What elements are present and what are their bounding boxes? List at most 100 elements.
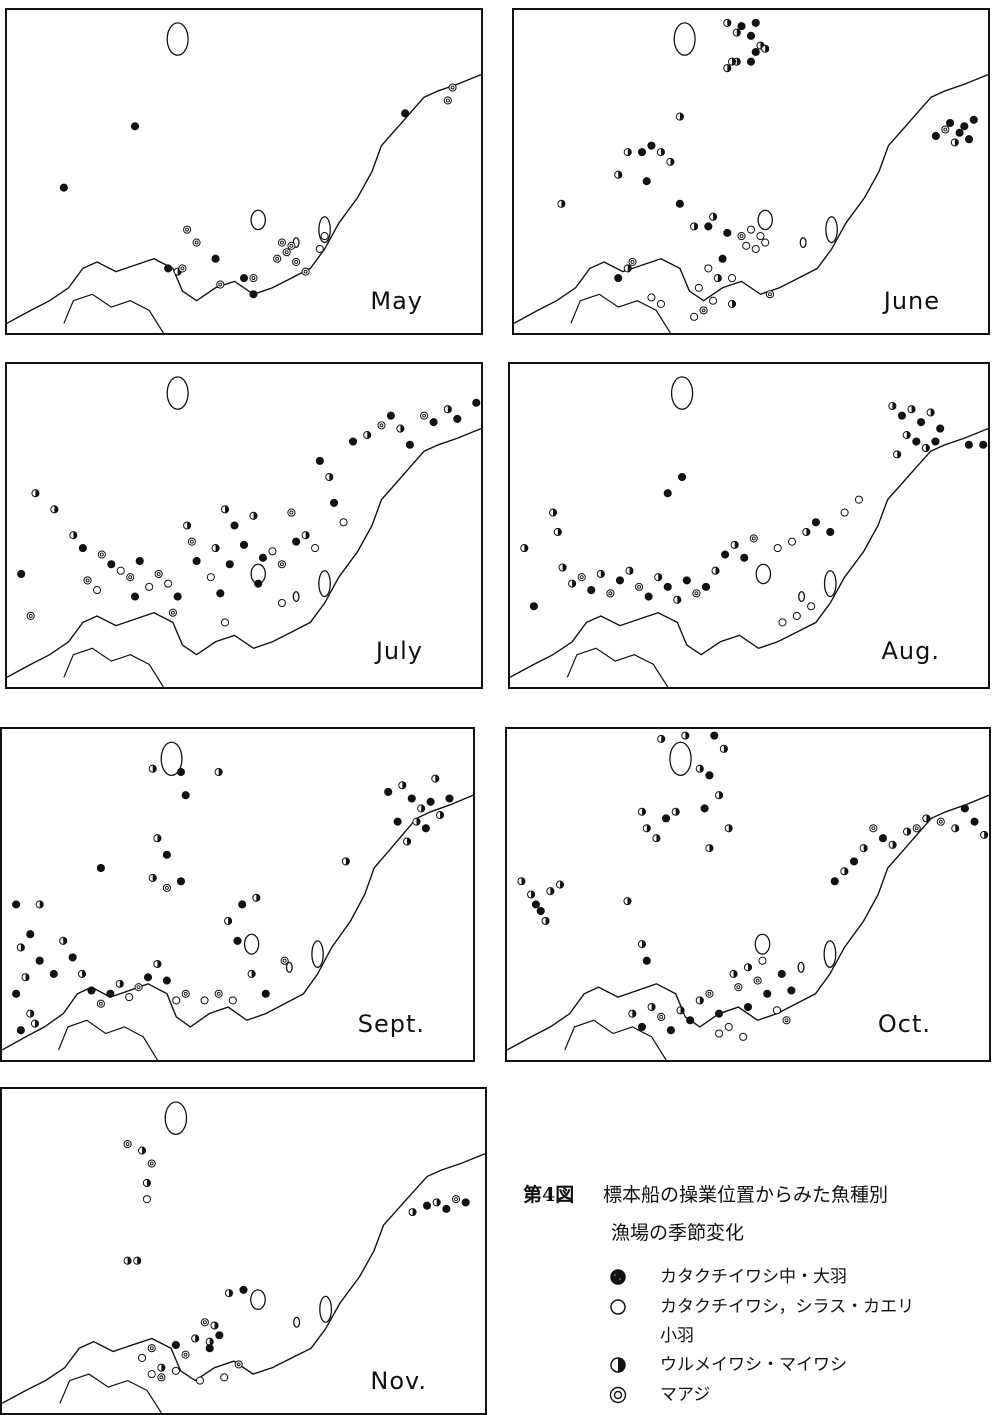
point-round-herring-sardine (396, 424, 405, 433)
point-small-anchovy (220, 618, 230, 627)
point-large-anchovy (239, 274, 249, 283)
point-large-anchovy (666, 1026, 675, 1035)
point-round-herring-sardine (628, 1009, 637, 1018)
point-round-herring-sardine (527, 890, 536, 899)
point-small-anchovy (773, 544, 782, 553)
map-aug (510, 376, 988, 687)
point-round-herring-sardine (623, 148, 632, 157)
island (318, 570, 331, 598)
figure-caption: 第4図 標本船の操業位置からみた魚種別 漁場の季節変化 (523, 1176, 888, 1252)
point-large-anchovy (401, 109, 410, 118)
point-horse-mackerel (200, 1318, 209, 1327)
point-large-anchovy (743, 1002, 753, 1012)
map-panel-may: May (5, 8, 483, 335)
island (311, 940, 324, 968)
legend-item-open: カタクチイワシ，シラス・カエリ (608, 1292, 914, 1322)
point-large-anchovy (249, 290, 258, 299)
point-large-anchovy (239, 540, 249, 549)
island (293, 1316, 301, 1328)
point-small-anchovy (756, 232, 765, 241)
point-round-herring-sardine (115, 979, 124, 988)
point-large-anchovy (811, 518, 820, 527)
point-round-herring-sardine (921, 443, 930, 453)
point-round-herring-sardine (888, 840, 897, 849)
point-large-anchovy (979, 440, 988, 449)
point-horse-mackerel (277, 560, 286, 569)
point-round-herring-sardine (637, 807, 647, 816)
point-horse-mackerel (192, 238, 201, 247)
island (754, 933, 771, 955)
point-round-herring-sardine (705, 844, 714, 853)
point-round-herring-sardine (148, 873, 157, 883)
point-horse-mackerel (941, 125, 950, 134)
point-large-anchovy (960, 804, 969, 813)
point-small-anchovy (746, 225, 756, 234)
map-sept (2, 741, 473, 1060)
point-large-anchovy (536, 906, 545, 916)
island (755, 563, 772, 585)
point-round-herring-sardine (951, 824, 960, 833)
point-horse-mackerel (216, 280, 225, 289)
point-round-herring-sardine (26, 1009, 35, 1018)
point-large-anchovy (661, 814, 671, 823)
point-round-herring-sardine (69, 531, 78, 540)
point-large-anchovy (405, 440, 414, 449)
point-large-anchovy (429, 418, 438, 427)
point-large-anchovy (614, 274, 623, 283)
point-small-anchovy (854, 495, 864, 504)
point-round-herring-sardine (435, 811, 445, 820)
island (319, 1295, 333, 1323)
point-large-anchovy (96, 863, 105, 873)
point-round-herring-sardine (802, 527, 811, 537)
point-large-anchovy (647, 141, 656, 150)
point-large-anchovy (777, 969, 786, 978)
point-large-anchovy (453, 414, 462, 423)
point-large-anchovy (130, 592, 140, 601)
point-large-anchovy (936, 424, 945, 433)
point-round-herring-sardine (732, 28, 741, 37)
point-large-anchovy (106, 989, 115, 998)
point-round-herring-sardine (695, 764, 704, 773)
point-large-anchovy (969, 115, 978, 124)
point-large-anchovy (964, 135, 974, 144)
map-panel-june: June (512, 8, 990, 335)
point-large-anchovy (663, 489, 672, 498)
point-large-anchovy (176, 877, 186, 886)
point-large-anchovy (348, 437, 358, 446)
point-large-anchovy (393, 817, 402, 826)
point-horse-mackerel (577, 573, 586, 582)
point-round-herring-sardine (614, 170, 623, 179)
point-small-anchovy (751, 244, 760, 254)
point-round-herring-sardine (402, 837, 412, 846)
point-large-anchovy (215, 1331, 224, 1340)
island (823, 940, 837, 968)
point-round-herring-sardine (695, 996, 704, 1005)
point-round-herring-sardine (443, 405, 452, 414)
double-circle-icon (609, 1386, 627, 1404)
point-small-anchovy (195, 1376, 205, 1385)
point-horse-mackerel (301, 267, 310, 276)
point-horse-mackerel (234, 1360, 243, 1369)
point-round-herring-sardine (729, 969, 738, 978)
point-large-anchovy (254, 579, 263, 588)
point-small-anchovy (807, 602, 816, 611)
point-small-anchovy (787, 537, 797, 546)
point-large-anchovy (445, 794, 454, 803)
point-round-herring-sardine (557, 199, 566, 208)
point-large-anchovy (751, 47, 760, 57)
point-large-anchovy (710, 731, 719, 740)
point-large-anchovy (529, 602, 538, 611)
point-horse-mackerel (448, 83, 457, 92)
point-round-herring-sardine (148, 764, 157, 773)
point-large-anchovy (68, 953, 77, 962)
point-large-anchovy (211, 254, 220, 263)
point-small-anchovy (715, 1029, 724, 1038)
point-horse-mackerel (443, 96, 452, 105)
point-large-anchovy (878, 834, 888, 843)
point-horse-mackerel (749, 534, 758, 543)
inland-shore (566, 647, 669, 687)
point-small-anchovy (277, 598, 286, 608)
point-horse-mackerel (869, 824, 878, 833)
point-horse-mackerel (705, 989, 714, 998)
point-large-anchovy (740, 553, 749, 562)
